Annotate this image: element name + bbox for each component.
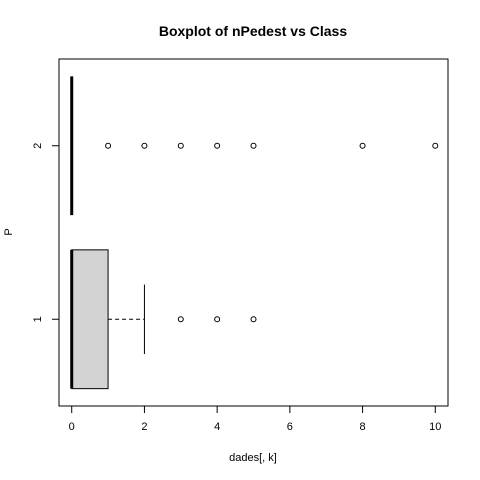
y-tick-label: 1 bbox=[32, 316, 44, 322]
x-axis: 0 2 4 6 8 10 bbox=[69, 405, 441, 433]
outlier-point bbox=[432, 142, 439, 149]
x-tick-label: 4 bbox=[214, 421, 220, 433]
outlier-point bbox=[359, 142, 366, 149]
y-axis-label: P bbox=[3, 228, 15, 235]
x-tick-label: 0 bbox=[69, 421, 75, 433]
box-group bbox=[70, 76, 439, 216]
outlier-point bbox=[214, 316, 221, 323]
outlier-point bbox=[250, 316, 257, 323]
x-tick-label: 6 bbox=[287, 421, 293, 433]
outlier-point bbox=[177, 316, 184, 323]
y-axis: 12 bbox=[32, 143, 60, 322]
box-iqr bbox=[71, 249, 109, 390]
outlier-point bbox=[250, 142, 257, 149]
y-tick-label: 2 bbox=[32, 143, 44, 149]
x-tick-label: 10 bbox=[429, 421, 441, 433]
box-group bbox=[70, 249, 257, 390]
outlier-point bbox=[141, 142, 148, 149]
x-axis-label: dades[, k] bbox=[229, 452, 277, 464]
x-tick-label: 2 bbox=[141, 421, 147, 433]
x-tick-label: 8 bbox=[360, 421, 366, 433]
outlier-point bbox=[214, 142, 221, 149]
chart-title: Boxplot of nPedest vs Class bbox=[159, 23, 347, 39]
outlier-point bbox=[105, 142, 112, 149]
plot-marks bbox=[70, 76, 439, 390]
plot-frame bbox=[58, 58, 449, 407]
outlier-point bbox=[177, 142, 184, 149]
